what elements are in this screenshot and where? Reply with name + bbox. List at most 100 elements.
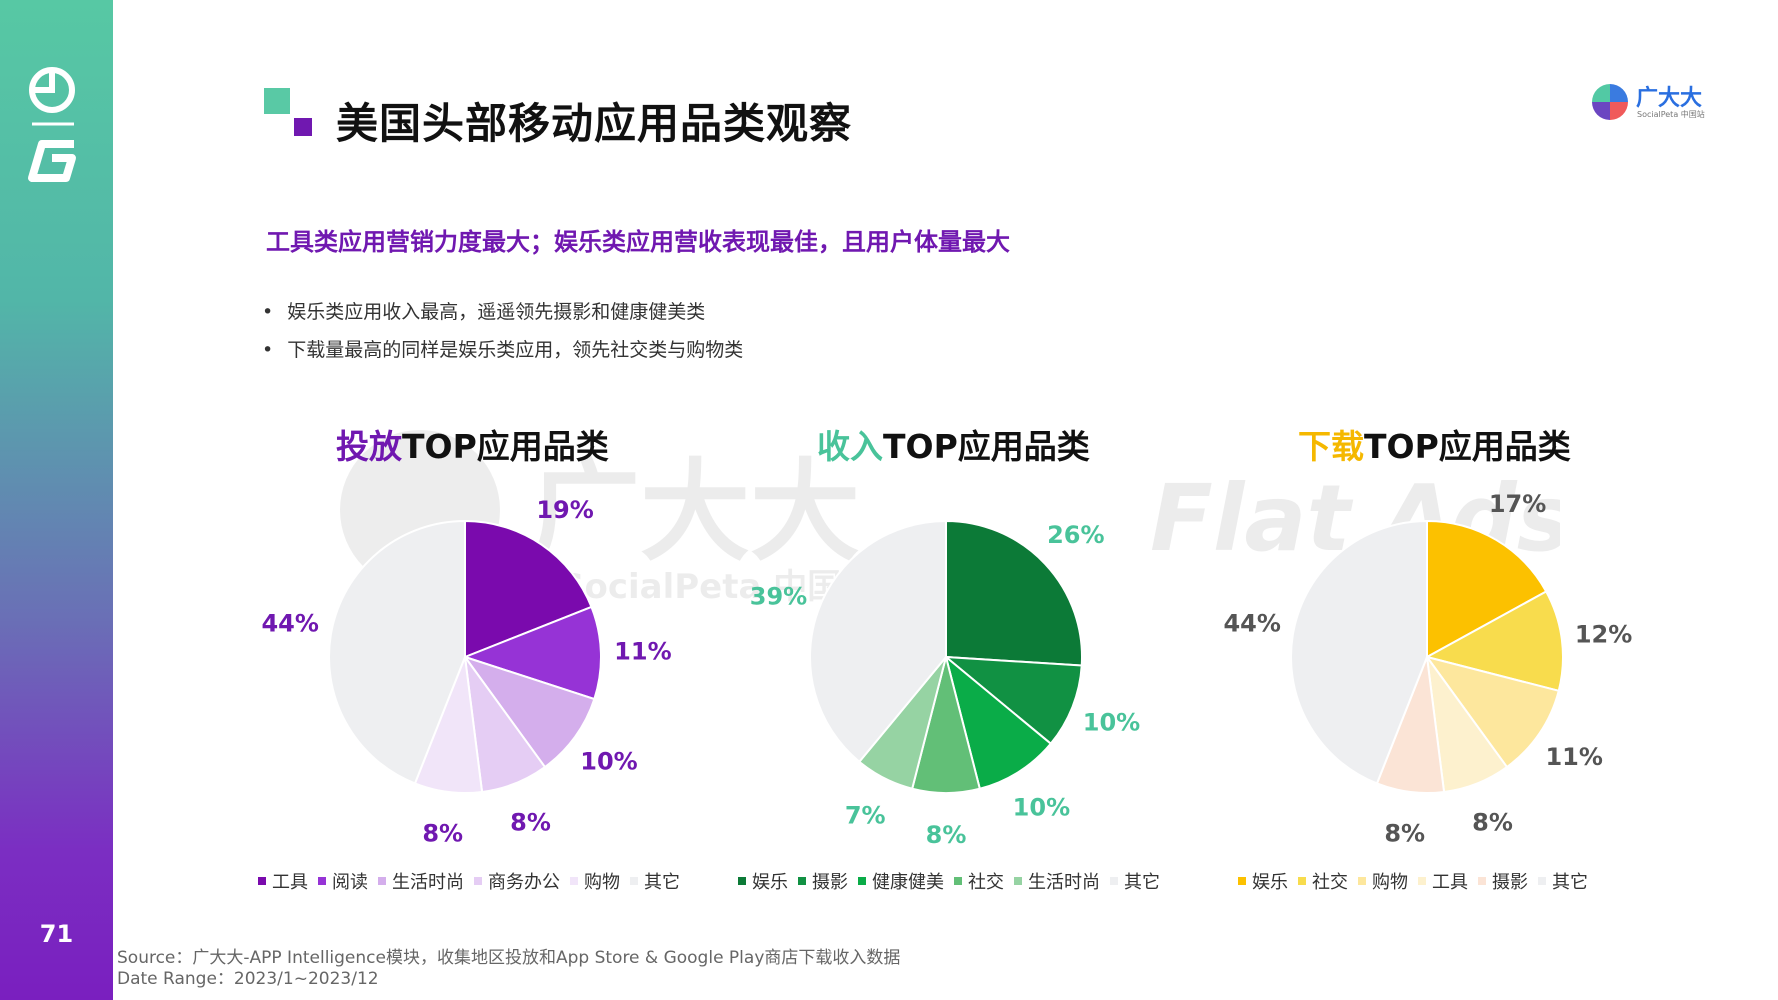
- pie-chart-downloads: 17% 12% 11% 8% 8% 44%: [1223, 490, 1632, 848]
- legend-item: 工具: [258, 868, 308, 894]
- pie-data-label: 7%: [845, 802, 886, 830]
- pie-data-label: 39%: [750, 583, 807, 611]
- pie-data-label: 8%: [422, 820, 463, 848]
- pie-chart-revenue: 26% 10% 10% 8% 7% 39%: [750, 519, 1140, 849]
- legend-label: 社交: [1312, 872, 1348, 893]
- legend-swatch: [378, 877, 386, 885]
- legend-item: 生活时尚: [1014, 868, 1100, 894]
- bullet-list: 娱乐类应用收入最高，遥遥领先摄影和健康健美类 下载量最高的同样是娱乐类应用，领先…: [262, 293, 743, 369]
- pie-data-label: 8%: [926, 821, 967, 849]
- pie-slice-其它: [328, 519, 466, 785]
- legend-label: 阅读: [332, 872, 368, 893]
- legend-item: 购物: [570, 868, 620, 894]
- legend-item: 摄影: [798, 868, 848, 894]
- legend-swatch: [858, 877, 866, 885]
- pie-slice-娱乐: [945, 519, 1083, 667]
- watermark-brand: 广大大: [530, 448, 860, 576]
- brand-logo: 广大大 SocialPeta 中国站: [1590, 82, 1725, 122]
- legend-label: 社交: [968, 872, 1004, 893]
- pie-data-label: 8%: [510, 809, 551, 837]
- chart-title-highlight: 下载: [1298, 427, 1364, 466]
- legend-label: 工具: [272, 872, 308, 893]
- legend-item: 其它: [1110, 868, 1160, 894]
- subtitle: 工具类应用营销力度最大；娱乐类应用营收表现最佳，且用户体量最大: [266, 228, 1010, 256]
- legend-swatch: [738, 877, 746, 885]
- legend-label: 摄影: [1492, 872, 1528, 893]
- pie-slice-摄影: [942, 655, 1083, 746]
- legend-item: 生活时尚: [378, 868, 464, 894]
- chart-title-rest: TOP应用品类: [883, 427, 1090, 466]
- legend-label: 其它: [1552, 872, 1588, 893]
- legend-downloads: 娱乐 社交 购物 工具 摄影 其它: [1238, 868, 1588, 894]
- legend-item: 摄影: [1478, 868, 1528, 894]
- legend-label: 摄影: [812, 872, 848, 893]
- pie-slice-工具: [464, 519, 593, 659]
- pie-data-label: 8%: [1472, 809, 1513, 837]
- pie-data-label: 26%: [1047, 521, 1104, 549]
- pie-slice-其它: [809, 519, 947, 764]
- pie-slice-生活时尚: [462, 655, 596, 769]
- chart-title-rest: TOP应用品类: [402, 427, 609, 466]
- legend-item: 工具: [1418, 868, 1468, 894]
- pie-data-label: 19%: [536, 496, 593, 524]
- pie-data-label: 44%: [1223, 610, 1280, 638]
- brand-name: 广大大: [1636, 86, 1703, 111]
- bullet-item: 下载量最高的同样是娱乐类应用，领先社交类与购物类: [262, 331, 743, 369]
- legend-swatch: [258, 877, 266, 885]
- date-range-line: Date Range：2023/1~2023/12: [117, 969, 379, 989]
- legend-swatch: [318, 877, 326, 885]
- chart-title-highlight: 投放: [336, 427, 402, 466]
- brand-sub: SocialPeta 中国站: [1637, 110, 1705, 119]
- chart-title-revenue: 收入TOP应用品类: [817, 420, 1090, 468]
- legend-swatch: [1538, 877, 1546, 885]
- page-number: 71: [39, 920, 74, 948]
- legend-swatch: [570, 877, 578, 885]
- legend-swatch: [1418, 877, 1426, 885]
- sidebar: 71: [0, 0, 113, 1000]
- legend-label: 购物: [584, 872, 620, 893]
- legend-item: 健康健美: [858, 868, 944, 894]
- legend-revenue: 娱乐 摄影 健康健美 社交 生活时尚 其它: [738, 868, 1160, 894]
- legend-swatch: [1298, 877, 1306, 885]
- pie-data-label: 11%: [614, 637, 671, 665]
- legend-swatch: [630, 877, 638, 885]
- legend-label: 娱乐: [1252, 872, 1288, 893]
- legend-item: 购物: [1358, 868, 1408, 894]
- legend-placement: 工具 阅读 生活时尚 商务办公 购物 其它: [258, 868, 680, 894]
- legend-label: 娱乐: [752, 872, 788, 893]
- brand-pie-icon: [1592, 84, 1628, 120]
- legend-label: 工具: [1432, 872, 1468, 893]
- chart-title-downloads: 下载TOP应用品类: [1298, 420, 1571, 468]
- legend-label: 健康健美: [872, 872, 944, 893]
- pie-data-label: 11%: [1545, 743, 1602, 771]
- title-decoration-icon: [264, 88, 312, 136]
- sidebar-logo-icon: [28, 67, 76, 182]
- legend-item: 商务办公: [474, 868, 560, 894]
- legend-item: 其它: [630, 868, 680, 894]
- legend-label: 其它: [644, 872, 680, 893]
- legend-item: 社交: [1298, 868, 1348, 894]
- pie-data-label: 17%: [1489, 490, 1546, 518]
- page-title: 美国头部移动应用品类观察: [336, 99, 853, 148]
- chart-title-highlight: 收入: [817, 427, 883, 466]
- legend-label: 生活时尚: [392, 872, 464, 893]
- legend-item: 娱乐: [1238, 868, 1288, 894]
- pie-slice-娱乐: [1426, 519, 1548, 659]
- pie-data-label: 12%: [1575, 621, 1632, 649]
- legend-label: 商务办公: [488, 872, 560, 893]
- pie-slice-其它: [1290, 519, 1428, 785]
- legend-swatch: [798, 877, 806, 885]
- legend-swatch: [1014, 877, 1022, 885]
- legend-swatch: [954, 877, 962, 885]
- legend-label: 购物: [1372, 872, 1408, 893]
- legend-label: 生活时尚: [1028, 872, 1100, 893]
- pie-data-label: 10%: [580, 748, 637, 776]
- legend-swatch: [1478, 877, 1486, 885]
- source-note: Source：广大大-APP Intelligence模块，收集地区投放和App…: [117, 948, 900, 990]
- pie-data-label: 8%: [1384, 820, 1425, 848]
- legend-item: 娱乐: [738, 868, 788, 894]
- legend-swatch: [474, 877, 482, 885]
- pie-slice-阅读: [462, 605, 602, 701]
- pie-slice-购物: [1424, 655, 1560, 769]
- legend-item: 社交: [954, 868, 1004, 894]
